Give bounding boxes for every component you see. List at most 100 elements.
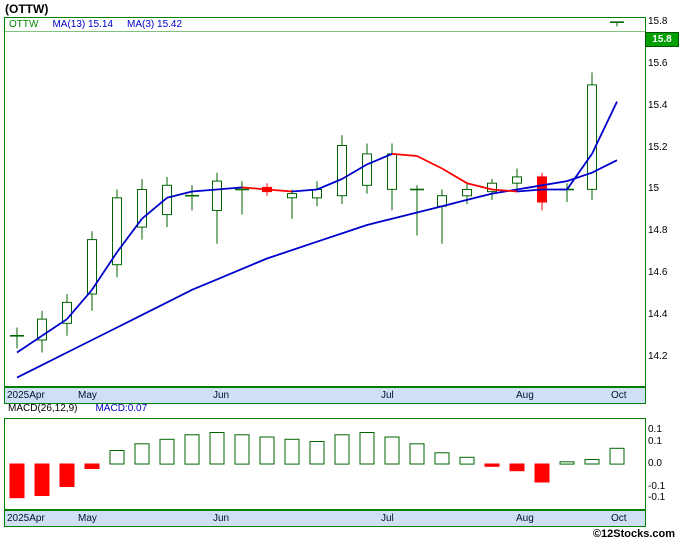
price-chart-canvas bbox=[5, 21, 645, 379]
ma3-line-segment bbox=[366, 153, 393, 166]
month-label: Oct bbox=[611, 513, 627, 524]
candlestick bbox=[337, 145, 347, 197]
macd-bar bbox=[359, 432, 375, 465]
ma3-line-segment bbox=[216, 186, 243, 191]
macd-bar bbox=[134, 443, 150, 465]
macd-bar bbox=[59, 463, 75, 487]
macd-y-tick: -0.1 bbox=[648, 492, 666, 503]
macd-bar bbox=[284, 438, 300, 465]
macd-bar bbox=[534, 463, 550, 483]
page-title: (OTTW) bbox=[5, 2, 49, 16]
price-y-axis: 15.8 15.6 15.4 15.2 15 14.8 14.6 14.4 14.2 bbox=[648, 16, 680, 386]
month-label: Aug bbox=[516, 513, 534, 524]
macd-bar bbox=[109, 450, 125, 465]
macd-bar bbox=[9, 463, 25, 499]
candlestick bbox=[37, 318, 47, 341]
price-y-tick: 15.8 bbox=[648, 16, 668, 27]
macd-y-tick: 0.1 bbox=[648, 436, 662, 447]
month-label: 2025Apr bbox=[7, 390, 45, 401]
month-label: May bbox=[78, 390, 97, 401]
macd-y-axis: 0.1 0.1 0.0 -0.1 -0.1 bbox=[648, 419, 680, 509]
candlestick bbox=[312, 189, 322, 199]
price-y-tick: 15.6 bbox=[648, 58, 668, 69]
macd-bar bbox=[484, 463, 500, 467]
macd-indicator-label: MACD(26,12,9) bbox=[8, 403, 78, 414]
candlestick bbox=[287, 193, 297, 199]
ma3-line-segment bbox=[316, 178, 343, 191]
ma3-line-segment bbox=[516, 188, 543, 193]
ma3-line-segment bbox=[16, 335, 43, 354]
macd-bar bbox=[459, 456, 475, 465]
macd-bar bbox=[609, 447, 625, 465]
macd-bar bbox=[184, 434, 200, 465]
legend-ma13: MA(13) 15.14 bbox=[52, 19, 114, 30]
macd-bar bbox=[334, 434, 350, 465]
price-y-tick: 14.4 bbox=[648, 309, 668, 320]
macd-value-label: MACD:0.07 bbox=[95, 403, 148, 414]
price-y-tick: 14.6 bbox=[648, 267, 668, 278]
month-label: Jun bbox=[213, 390, 230, 401]
month-label: Jul bbox=[381, 390, 394, 401]
candlestick bbox=[512, 176, 522, 184]
price-x-axis: 2025Apr May Jun Jul Aug Oct bbox=[4, 387, 646, 404]
macd-bar bbox=[559, 461, 575, 465]
candlestick bbox=[587, 84, 597, 190]
candlestick bbox=[362, 153, 372, 186]
ma3-line-segment bbox=[116, 218, 143, 253]
macd-bar bbox=[384, 436, 400, 465]
ma3-line-segment bbox=[41, 318, 68, 337]
price-y-tick: 15.4 bbox=[648, 100, 668, 111]
ma3-line-segment bbox=[266, 188, 293, 193]
price-legend: OTTW MA(13) 15.14 MA(3) 15.42 bbox=[9, 19, 196, 30]
last-price-label: 15.8 bbox=[652, 34, 672, 45]
month-label: May bbox=[78, 513, 97, 524]
macd-bar bbox=[209, 432, 225, 465]
ma3-line-segment bbox=[466, 182, 493, 191]
ma3-line-segment bbox=[91, 251, 118, 291]
month-label: Jun bbox=[213, 513, 230, 524]
macd-bar bbox=[509, 463, 525, 472]
candlestick bbox=[212, 180, 222, 211]
price-y-tick: 15.2 bbox=[648, 142, 668, 153]
macd-bar bbox=[309, 441, 325, 465]
macd-y-tick: 0.0 bbox=[648, 458, 662, 469]
macd-bar bbox=[159, 438, 175, 465]
ma3-line-segment bbox=[166, 190, 193, 199]
price-chart: OTTW MA(13) 15.14 MA(3) 15.42 bbox=[4, 17, 646, 387]
macd-bar bbox=[234, 434, 250, 465]
legend-ma3: MA(3) 15.42 bbox=[127, 19, 183, 30]
ma13-line bbox=[16, 159, 618, 379]
macd-chart-canvas bbox=[9, 432, 625, 499]
watermark: ©12Stocks.com bbox=[592, 528, 675, 540]
ma3-line-segment bbox=[391, 153, 418, 157]
month-label: Oct bbox=[611, 390, 627, 401]
macd-bar bbox=[409, 443, 425, 465]
month-label: 2025Apr bbox=[7, 513, 45, 524]
macd-bar bbox=[584, 459, 600, 465]
price-y-tick: 14.8 bbox=[648, 225, 668, 236]
ma3-line-segment bbox=[141, 197, 168, 220]
ma3-line-segment bbox=[491, 188, 518, 193]
macd-bar bbox=[434, 452, 450, 465]
macd-chart bbox=[4, 418, 646, 510]
candlestick bbox=[137, 189, 147, 228]
price-y-tick: 15 bbox=[648, 183, 660, 194]
ma3-line-segment bbox=[341, 163, 368, 180]
macd-bar bbox=[84, 463, 100, 469]
ma3-line-segment bbox=[566, 153, 593, 191]
candlestick bbox=[112, 197, 122, 266]
macd-y-tick: 0.1 bbox=[648, 424, 662, 435]
month-label: Aug bbox=[516, 390, 534, 401]
candlestick bbox=[87, 239, 97, 295]
ma3-line-segment bbox=[591, 101, 618, 155]
ma3-line-segment bbox=[416, 155, 443, 170]
macd-bar bbox=[34, 463, 50, 496]
macd-y-tick: -0.1 bbox=[648, 481, 666, 492]
price-y-tick: 14.2 bbox=[648, 351, 668, 362]
ma3-line-segment bbox=[441, 167, 468, 184]
macd-x-axis: 2025Apr May Jun Jul Aug Oct bbox=[4, 510, 646, 527]
ma3-line-segment bbox=[191, 188, 218, 193]
legend-symbol: OTTW bbox=[9, 19, 39, 30]
ma3-line-segment bbox=[291, 188, 318, 193]
